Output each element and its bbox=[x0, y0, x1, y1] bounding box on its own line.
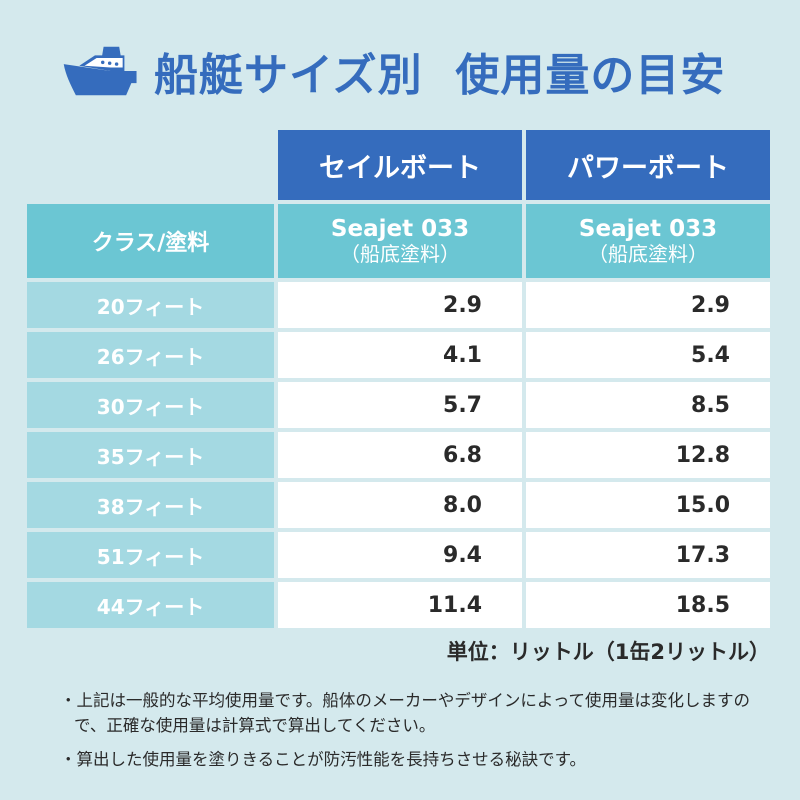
power-value: 15.0 bbox=[526, 482, 770, 528]
note-item: ・算出した使用量を塗りきることが防汚性能を長持ちさせる秘訣です。 bbox=[60, 750, 587, 769]
row-class-label: 44フィート bbox=[27, 582, 274, 628]
paint-product: Seajet 033 bbox=[330, 216, 470, 242]
row-class-label: 26フィート bbox=[27, 332, 274, 378]
header-blank bbox=[27, 130, 274, 200]
sail-value: 4.1 bbox=[278, 332, 522, 378]
paint-product: Seajet 033 bbox=[578, 216, 718, 242]
paint-type: （船底塗料） bbox=[588, 242, 708, 266]
power-value: 12.8 bbox=[526, 432, 770, 478]
unit-note: 単位：リットル（1缶2リットル） bbox=[446, 640, 770, 664]
sail-value: 9.4 bbox=[278, 532, 522, 578]
row-class-label: 35フィート bbox=[27, 432, 274, 478]
row-class-label: 38フィート bbox=[27, 482, 274, 528]
header-powerboat: パワーボート bbox=[526, 130, 770, 200]
sail-value: 6.8 bbox=[278, 432, 522, 478]
power-value: 18.5 bbox=[526, 582, 770, 628]
page-title: 船艇サイズ別 使用量の目安 bbox=[62, 36, 725, 106]
row-class-label: 30フィート bbox=[27, 382, 274, 428]
power-value: 2.9 bbox=[526, 282, 770, 328]
subheader-sail-paint: Seajet 033 （船底塗料） bbox=[278, 204, 522, 278]
usage-table: セイルボート パワーボート クラス/塗料 Seajet 033 （船底塗料） S… bbox=[27, 130, 770, 632]
sail-value: 2.9 bbox=[278, 282, 522, 328]
notes: ・上記は一般的な平均使用量です。船体のメーカーやデザインによって使用量は変化しま… bbox=[60, 688, 774, 781]
sail-value: 11.4 bbox=[278, 582, 522, 628]
subheader-power-paint: Seajet 033 （船底塗料） bbox=[526, 204, 770, 278]
subheader-class-label: クラス/塗料 bbox=[27, 204, 274, 278]
title-text: 船艇サイズ別 使用量の目安 bbox=[154, 50, 726, 101]
row-class-label: 51フィート bbox=[27, 532, 274, 578]
note-item: ・上記は一般的な平均使用量です。船体のメーカーやデザインによって使用量は変化しま… bbox=[60, 691, 751, 735]
sail-value: 8.0 bbox=[278, 482, 522, 528]
sail-value: 5.7 bbox=[278, 382, 522, 428]
paint-type: （船底塗料） bbox=[340, 242, 460, 266]
header-sailboat: セイルボート bbox=[278, 130, 522, 200]
power-value: 5.4 bbox=[526, 332, 770, 378]
row-class-label: 20フィート bbox=[27, 282, 274, 328]
power-value: 8.5 bbox=[526, 382, 770, 428]
ship-icon bbox=[63, 46, 137, 96]
power-value: 17.3 bbox=[526, 532, 770, 578]
